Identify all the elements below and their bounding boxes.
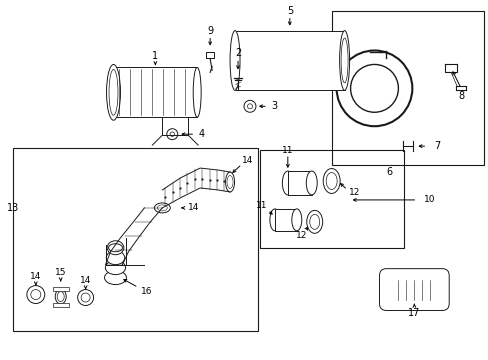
- Ellipse shape: [109, 69, 118, 115]
- Text: 6: 6: [386, 167, 392, 177]
- Ellipse shape: [193, 67, 201, 117]
- Text: 9: 9: [206, 26, 213, 36]
- Circle shape: [166, 129, 178, 140]
- Text: 1: 1: [152, 51, 158, 62]
- Text: 14: 14: [80, 276, 91, 285]
- Ellipse shape: [282, 171, 293, 195]
- Text: 17: 17: [407, 309, 420, 319]
- Ellipse shape: [229, 31, 240, 90]
- Ellipse shape: [104, 271, 126, 285]
- Ellipse shape: [305, 171, 317, 195]
- Text: 5: 5: [286, 6, 292, 15]
- Text: 2: 2: [234, 49, 241, 58]
- Ellipse shape: [325, 172, 336, 189]
- Ellipse shape: [154, 203, 170, 213]
- Text: 12: 12: [348, 188, 360, 197]
- Ellipse shape: [108, 244, 122, 252]
- Circle shape: [350, 64, 398, 112]
- Ellipse shape: [339, 31, 349, 90]
- Bar: [235, 31, 344, 90]
- Text: 14: 14: [187, 203, 199, 212]
- Ellipse shape: [57, 292, 64, 302]
- Ellipse shape: [269, 209, 279, 231]
- Circle shape: [244, 100, 255, 112]
- Bar: [274, 209, 296, 231]
- Text: 16: 16: [141, 287, 152, 296]
- Ellipse shape: [157, 205, 167, 211]
- Ellipse shape: [225, 172, 234, 192]
- Ellipse shape: [106, 64, 120, 120]
- Ellipse shape: [55, 289, 66, 304]
- Text: 14: 14: [242, 156, 253, 165]
- Text: 11: 11: [256, 201, 267, 210]
- Ellipse shape: [106, 251, 124, 265]
- Ellipse shape: [107, 241, 123, 255]
- Circle shape: [81, 293, 90, 302]
- Circle shape: [247, 104, 252, 109]
- Text: 7: 7: [433, 141, 440, 151]
- Text: 14: 14: [30, 272, 41, 281]
- Bar: [260, 150, 404, 248]
- Text: 11: 11: [282, 145, 293, 154]
- Bar: [53, 302, 68, 306]
- Bar: [287, 171, 311, 195]
- Circle shape: [27, 285, 45, 303]
- Ellipse shape: [323, 168, 340, 193]
- Ellipse shape: [306, 210, 322, 233]
- Bar: [113, 67, 197, 117]
- Text: 15: 15: [55, 268, 66, 277]
- Text: 12: 12: [296, 231, 307, 240]
- FancyBboxPatch shape: [379, 269, 448, 310]
- Bar: [53, 287, 68, 291]
- Text: 10: 10: [423, 195, 434, 204]
- Circle shape: [336, 50, 411, 126]
- Ellipse shape: [226, 176, 233, 189]
- Circle shape: [170, 132, 174, 136]
- Text: 8: 8: [457, 91, 463, 101]
- Text: 4: 4: [198, 129, 204, 139]
- Text: 13: 13: [7, 203, 19, 213]
- Bar: [13, 148, 258, 332]
- Ellipse shape: [341, 38, 347, 83]
- Circle shape: [31, 289, 41, 300]
- Ellipse shape: [291, 209, 301, 231]
- Ellipse shape: [309, 214, 319, 229]
- Ellipse shape: [105, 261, 125, 275]
- Circle shape: [78, 289, 93, 306]
- Text: 3: 3: [270, 101, 276, 111]
- Bar: [331, 11, 483, 165]
